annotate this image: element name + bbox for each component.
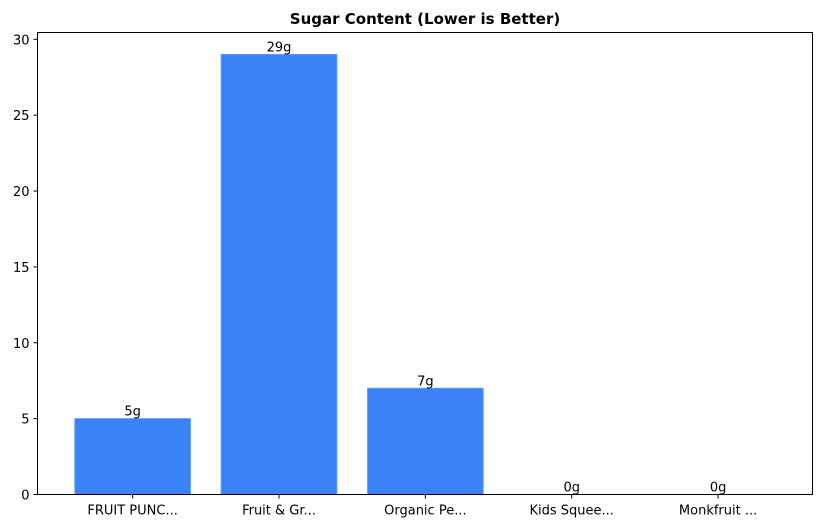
bar	[74, 418, 191, 496]
y-tick-label: 10	[13, 337, 30, 352]
data-label: 29g	[267, 41, 292, 56]
x-tick-label: Monkfruit ...	[679, 504, 757, 519]
chart-title: Sugar Content (Lower is Better)	[290, 10, 560, 28]
bar	[220, 54, 338, 495]
data-label: 7g	[417, 374, 434, 389]
y-tick-label: 25	[13, 109, 30, 124]
x-tick-label: FRUIT PUNC...	[87, 504, 178, 519]
y-tick-label: 5	[21, 413, 29, 428]
x-tick-label: Kids Squee...	[530, 504, 614, 519]
x-tick-label: Fruit & Gr...	[242, 504, 316, 519]
data-label: 0g	[710, 481, 727, 496]
y-tick-label: 15	[13, 261, 30, 276]
y-tick-label: 30	[13, 33, 30, 48]
plot-frame	[37, 32, 813, 495]
data-label: 0g	[563, 481, 580, 496]
data-label: 5g	[124, 405, 141, 420]
y-tick-label: 20	[13, 185, 30, 200]
bar	[367, 387, 484, 495]
y-tick-label: 0	[21, 489, 29, 504]
x-tick-label: Organic Pe...	[384, 504, 466, 519]
